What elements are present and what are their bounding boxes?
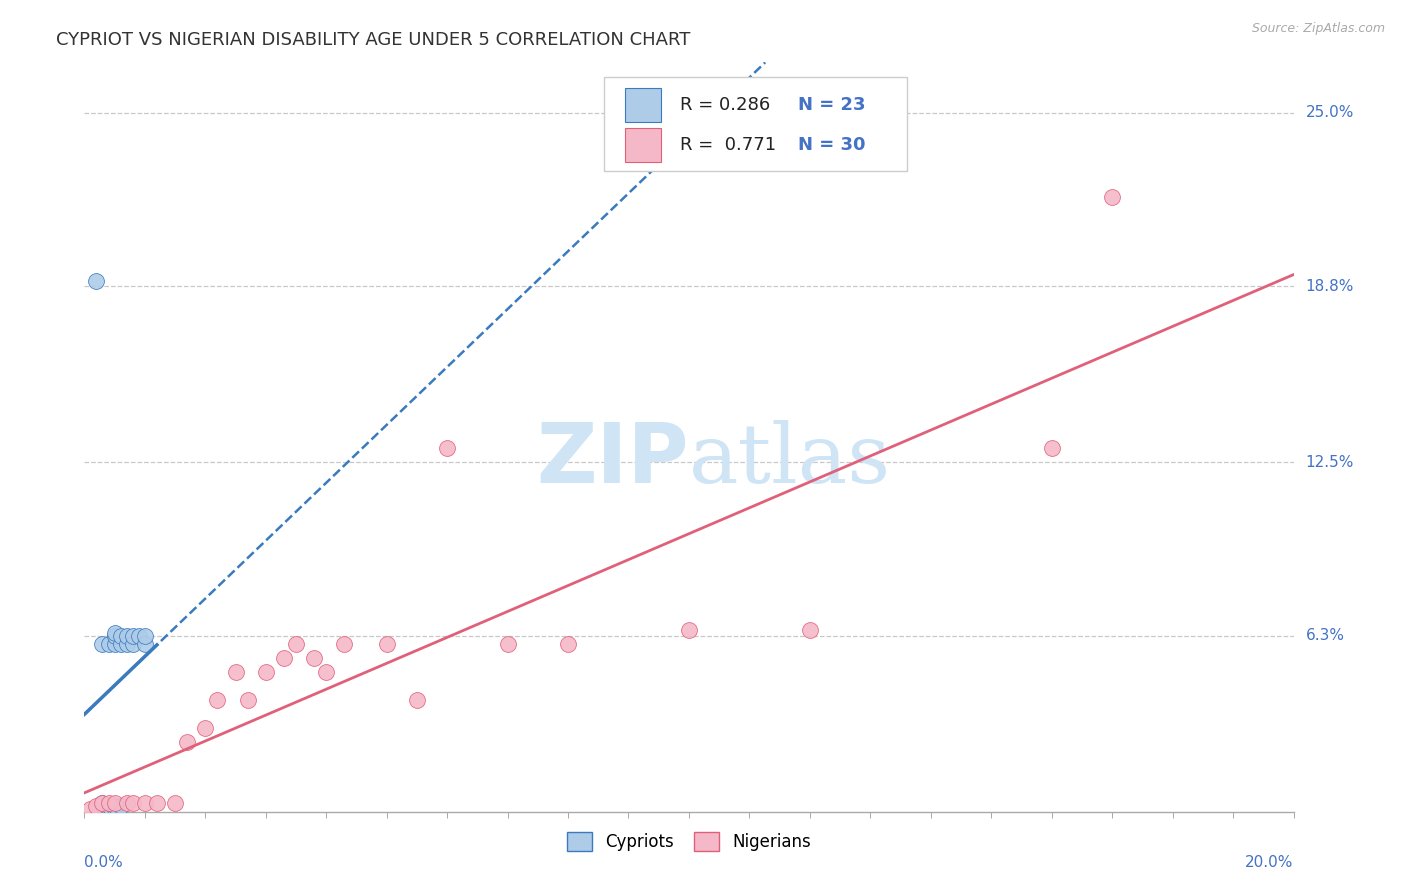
Point xyxy=(1101,189,1123,203)
Point xyxy=(91,802,114,816)
Point xyxy=(91,797,114,811)
Text: R =  0.771: R = 0.771 xyxy=(681,136,776,153)
Point xyxy=(146,797,169,811)
Text: N = 23: N = 23 xyxy=(797,96,865,114)
Point xyxy=(285,637,308,651)
Text: R = 0.286: R = 0.286 xyxy=(681,96,770,114)
Text: 18.8%: 18.8% xyxy=(1306,278,1354,293)
FancyBboxPatch shape xyxy=(624,128,661,161)
Point xyxy=(86,273,108,287)
Point xyxy=(165,797,187,811)
Point xyxy=(110,799,132,814)
Point xyxy=(97,799,120,814)
Point xyxy=(254,665,277,679)
Point xyxy=(104,625,127,640)
Text: 20.0%: 20.0% xyxy=(1246,855,1294,870)
Point xyxy=(91,797,114,811)
Point xyxy=(194,721,217,735)
Point xyxy=(104,629,127,643)
Point xyxy=(128,629,150,643)
Point xyxy=(97,797,120,811)
Point xyxy=(97,637,120,651)
Point xyxy=(678,623,700,637)
Point xyxy=(375,637,398,651)
Point xyxy=(273,651,295,665)
Point xyxy=(121,629,143,643)
Point xyxy=(1040,442,1063,456)
Point xyxy=(110,637,132,651)
Point xyxy=(236,693,259,707)
Point xyxy=(91,799,114,814)
Text: N = 30: N = 30 xyxy=(797,136,865,153)
Point xyxy=(115,797,138,811)
Text: Source: ZipAtlas.com: Source: ZipAtlas.com xyxy=(1251,22,1385,36)
Point xyxy=(104,802,127,816)
Point xyxy=(86,799,108,814)
Legend: Cypriots, Nigerians: Cypriots, Nigerians xyxy=(558,823,820,860)
Point xyxy=(115,637,138,651)
Point xyxy=(496,637,519,651)
Point xyxy=(436,442,458,456)
Text: CYPRIOT VS NIGERIAN DISABILITY AGE UNDER 5 CORRELATION CHART: CYPRIOT VS NIGERIAN DISABILITY AGE UNDER… xyxy=(56,31,690,49)
Point xyxy=(104,797,127,811)
Point xyxy=(121,797,143,811)
Point xyxy=(799,623,821,637)
Point xyxy=(91,637,114,651)
Point xyxy=(97,802,120,816)
Point xyxy=(302,651,325,665)
Point xyxy=(134,797,156,811)
Text: 0.0%: 0.0% xyxy=(84,855,124,870)
Point xyxy=(207,693,229,707)
Point xyxy=(406,693,429,707)
Text: 12.5%: 12.5% xyxy=(1306,455,1354,470)
FancyBboxPatch shape xyxy=(605,78,907,171)
Point xyxy=(115,629,138,643)
Point xyxy=(557,637,579,651)
Point xyxy=(104,799,127,814)
Point xyxy=(134,637,156,651)
Point xyxy=(134,629,156,643)
Text: ZIP: ZIP xyxy=(537,419,689,500)
Point xyxy=(225,665,247,679)
Point xyxy=(176,735,198,749)
Point xyxy=(315,665,337,679)
Text: 25.0%: 25.0% xyxy=(1306,105,1354,120)
FancyBboxPatch shape xyxy=(624,88,661,122)
Point xyxy=(333,637,356,651)
Point xyxy=(79,802,101,816)
Point xyxy=(104,637,127,651)
Text: 6.3%: 6.3% xyxy=(1306,628,1344,643)
Text: atlas: atlas xyxy=(689,419,891,500)
Point xyxy=(121,637,143,651)
Point xyxy=(110,629,132,643)
